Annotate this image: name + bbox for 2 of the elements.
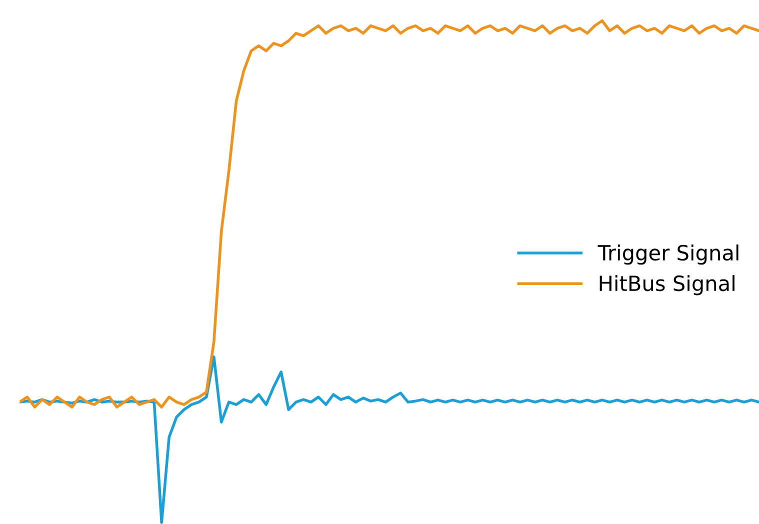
legend-label: Trigger Signal [598, 244, 738, 265]
legend-label: HitBus Signal [600, 275, 734, 296]
